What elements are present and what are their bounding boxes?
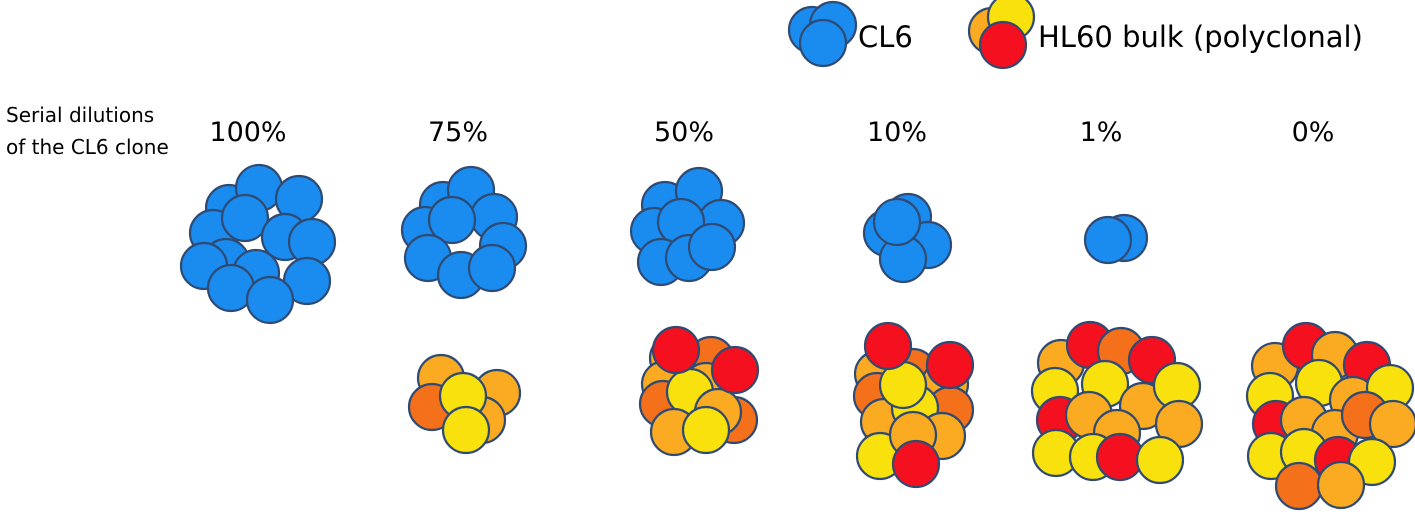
- cl6-clusters: [179, 163, 1149, 325]
- dilution-label-10: 10%: [867, 117, 927, 148]
- hl60-cell: [1274, 461, 1324, 511]
- cl6-cell: [1083, 215, 1133, 265]
- hl60-cluster-10: [852, 321, 975, 489]
- cl6-cell: [245, 275, 295, 325]
- row-title-line1: Serial dilutions: [6, 103, 154, 127]
- cl6-cluster-1: [1083, 213, 1149, 265]
- dilution-label-1: 1%: [1080, 117, 1123, 148]
- cl6-cell: [687, 222, 737, 272]
- cl6-cluster-75: [400, 165, 528, 300]
- hl60-cluster-0: [1245, 321, 1415, 511]
- cl6-cell: [427, 195, 477, 245]
- dilution-label-75: 75%: [428, 117, 488, 148]
- dilution-label-0: 0%: [1292, 117, 1335, 148]
- row-title: Serial dilutions of the CL6 clone: [6, 103, 169, 159]
- hl60-cell: [710, 345, 760, 395]
- legend-cell: [978, 20, 1028, 70]
- dilution-label-100: 100%: [209, 117, 286, 148]
- hl60-cell: [1316, 460, 1366, 510]
- legend-label-hl60: HL60 bulk (polyclonal): [1038, 20, 1363, 54]
- hl60-cluster-75: [407, 353, 522, 455]
- mixed-cell-cluster-icon: [967, 0, 1036, 70]
- cl6-cell: [467, 243, 517, 293]
- dilution-label-50: 50%: [654, 117, 714, 148]
- hl60-cell: [651, 325, 701, 375]
- legend-label-cl6: CL6: [858, 20, 913, 54]
- blue-cell-cluster-icon: [787, 0, 858, 68]
- cl6-cell: [872, 197, 922, 247]
- hl60-cluster-1: [1030, 320, 1204, 485]
- hl60-cell: [891, 439, 941, 489]
- cl6-cluster-10: [862, 192, 953, 284]
- hl60-cell: [1368, 399, 1415, 449]
- cl6-cluster-50: [629, 166, 746, 287]
- hl60-cluster-50: [638, 325, 760, 457]
- dilution-labels: 100% 75% 50% 10% 1% 0%: [209, 117, 1334, 148]
- hl60-cell: [863, 321, 913, 371]
- cl6-cell: [220, 193, 270, 243]
- legend-item-hl60: HL60 bulk (polyclonal): [967, 0, 1363, 70]
- legend-cell: [798, 18, 848, 68]
- hl60-clusters: [407, 320, 1415, 511]
- cl6-cluster-100: [179, 163, 337, 325]
- hl60-cell: [681, 405, 731, 455]
- hl60-cell: [1135, 435, 1185, 485]
- hl60-cell: [925, 340, 975, 390]
- legend: CL6 HL60 bulk (polyclonal): [787, 0, 1363, 70]
- row-title-line2: of the CL6 clone: [6, 135, 169, 159]
- hl60-cell: [441, 405, 491, 455]
- legend-item-cl6: CL6: [787, 0, 913, 68]
